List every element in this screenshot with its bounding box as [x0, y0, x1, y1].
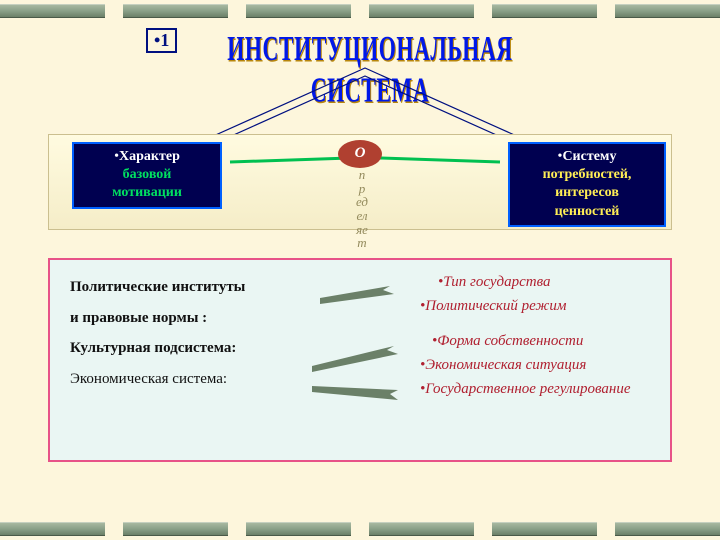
slide-number: •1: [146, 28, 177, 53]
right-item: •Форма собственности: [432, 333, 631, 350]
right-item: •Тип государства: [438, 274, 631, 291]
bottom-bar: [0, 522, 720, 536]
bar-segment: [246, 4, 351, 18]
bar-segment: [492, 4, 597, 18]
center-oval: О: [338, 140, 382, 168]
left-item: Экономическая система:: [70, 368, 330, 391]
bar-segment: [246, 522, 351, 536]
left-item: Культурная подсистема:: [70, 337, 330, 360]
bar-segment: [369, 4, 474, 18]
right-item: •Экономическая ситуация: [420, 357, 631, 374]
bar-segment: [369, 522, 474, 536]
top-bar: [0, 4, 720, 18]
right-item: •Государственное регулирование: [420, 381, 631, 398]
left-item: и правовые нормы :: [70, 307, 330, 330]
left-column: Политические институты и правовые нормы …: [70, 276, 330, 398]
bar-segment: [123, 4, 228, 18]
bar-segment: [0, 4, 105, 18]
bar-segment: [492, 522, 597, 536]
right-column: •Тип государства •Политический режим •Фо…: [420, 274, 631, 405]
bar-segment: [0, 522, 105, 536]
bar-segment: [123, 522, 228, 536]
right-item: •Политический режим: [420, 298, 631, 315]
bar-segment: [615, 4, 720, 18]
bar-segment: [615, 522, 720, 536]
left-item: Политические институты: [70, 276, 330, 299]
lower-panel: Политические институты и правовые нормы …: [48, 258, 672, 462]
